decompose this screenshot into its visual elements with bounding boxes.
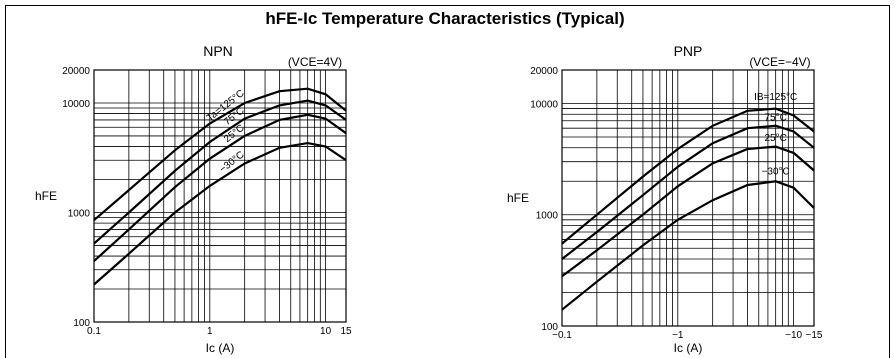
x-tick-label: 0.1 [87, 326, 101, 337]
plot-area-border [93, 69, 347, 323]
figure-frame [5, 5, 890, 358]
y-tick-label: 1000 [68, 208, 91, 219]
series-line [561, 145, 815, 278]
x-axis-label: Ic (A) [674, 341, 703, 355]
y-tick-label: 10000 [530, 99, 558, 110]
plot-area-border [561, 69, 815, 327]
x-tick-label: 1 [207, 326, 213, 337]
y-tick-label: 1000 [536, 211, 559, 222]
x-tick-label: 10 [320, 326, 332, 337]
y-tick-label: 10000 [62, 99, 90, 110]
chart-title: NPN [203, 43, 233, 59]
y-tick-label: 20000 [62, 66, 90, 77]
series-label: IB=125°C [754, 92, 797, 103]
y-tick-label: 100 [73, 318, 90, 329]
series-line [561, 107, 815, 245]
y-axis-label: hFE [35, 189, 57, 203]
series-line [93, 113, 347, 262]
series-label: 25°C [764, 133, 786, 144]
chart-title: PNP [674, 43, 703, 59]
y-tick-label: 100 [541, 322, 558, 333]
chart-npn: NPN (VCE=4V) 0.1 1 10 15 100 1000 10000 20000 Ic (… [35, 43, 352, 355]
series-label: 75°C [764, 113, 786, 124]
test-condition-label: (VCE=4V) [288, 55, 342, 69]
figure-title: hFE-Ic Temperature Characteristics (Typi… [265, 9, 624, 28]
x-tick-label: −15 [806, 330, 823, 341]
chart-pnp: PNP (VCE=−4V) −0.1 −1 −10 −15 100 1000 10000 2000… [507, 43, 823, 355]
x-tick-label: −10 [785, 330, 802, 341]
series-label: −30°C [762, 167, 790, 178]
y-tick-label: 20000 [530, 66, 558, 77]
x-tick-label: 15 [340, 326, 352, 337]
series-line [561, 124, 815, 260]
y-axis-label: hFE [507, 191, 529, 205]
test-condition-label: (VCE=−4V) [749, 55, 810, 69]
series-line [561, 180, 815, 311]
x-axis-label: Ic (A) [206, 341, 235, 355]
series-line [93, 99, 347, 245]
series-line [93, 87, 347, 222]
x-tick-label: −1 [672, 330, 684, 341]
series-line [93, 141, 347, 286]
x-tick-label: −0.1 [552, 330, 572, 341]
